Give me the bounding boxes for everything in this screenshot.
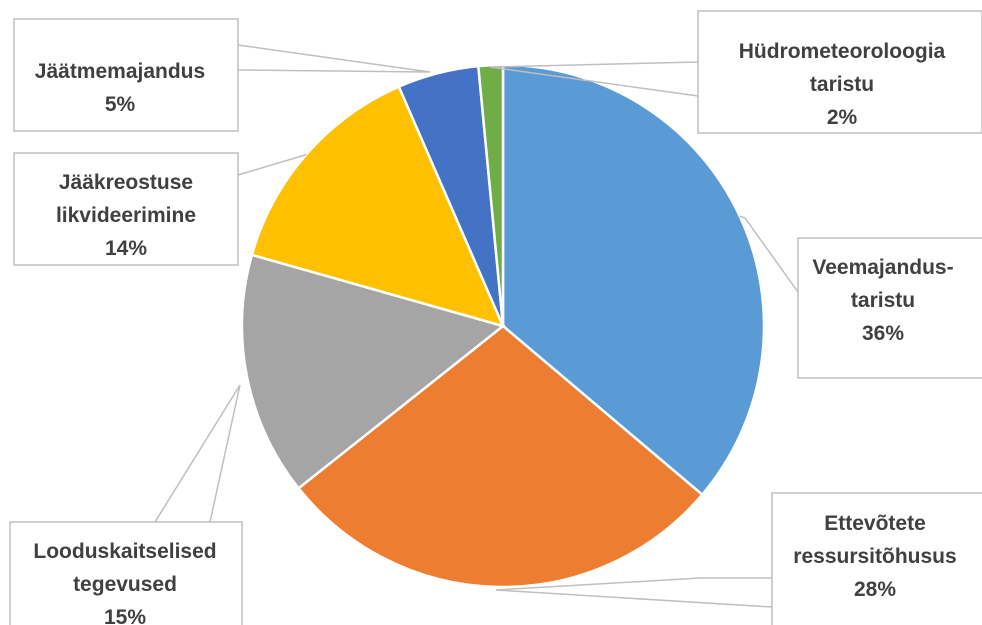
data-label-value: 36% xyxy=(862,322,904,345)
data-label-jaakreostuse-likvideerimine: Jääkreostuse likvideerimine 14% xyxy=(56,171,196,260)
leader-line-veemajandus-taristu xyxy=(739,215,799,293)
data-label-value: 5% xyxy=(105,93,136,116)
data-label-jaatmemajandus: Jäätmemajandus 5% xyxy=(35,60,205,116)
data-label-value: 2% xyxy=(827,106,858,129)
data-label-ettevotete-ressursitohusus: Ettevõtete ressursitõhusus 28% xyxy=(793,512,956,601)
data-label-category: taristu xyxy=(851,289,915,312)
data-label-value: 14% xyxy=(105,237,147,260)
callout-box-jaakreostuse-likvideerimine xyxy=(13,152,239,266)
callout-box-ettevotete-ressursitohusus xyxy=(771,492,982,625)
callout-box-veemajandus-taristu xyxy=(797,237,982,379)
leader-line-ettevotete-ressursitohusus xyxy=(495,577,773,608)
slices-layer xyxy=(240,63,766,589)
data-label-category: Jäätmemajandus xyxy=(35,60,205,83)
data-label-veemajandus-taristu: Veemajandus-taristu 36% xyxy=(812,256,953,345)
data-label-category: Ettevõtete xyxy=(824,512,926,535)
leader-line-jaatmemajandus xyxy=(237,44,431,73)
data-label-value: 28% xyxy=(854,578,896,601)
data-label-category: ressursitõhusus xyxy=(793,545,956,568)
callout-box-jaatmemajandus xyxy=(13,18,239,132)
data-label-value: 15% xyxy=(104,606,146,625)
labels-layer: Veemajandus-taristu 36% Ettevõtete ressursi… xyxy=(9,10,982,625)
callout-box-hudrometeoroloogia-taristu xyxy=(697,10,982,134)
data-label-category: Jääkreostuse xyxy=(59,171,193,194)
pie-slice-veemajandus-taristu xyxy=(501,63,766,497)
leader-line-looduskaitselised-tegevused xyxy=(154,384,241,523)
data-label-category: Veemajandus- xyxy=(812,256,953,279)
data-label-category: Looduskaitselised xyxy=(33,540,216,563)
leader-line-jaakreostuse-likvideerimine xyxy=(237,153,307,176)
leader-line-hudrometeoroloogia-taristu xyxy=(489,61,699,97)
data-label-category: taristu xyxy=(810,73,874,96)
data-label-category: likvideerimine xyxy=(56,204,196,227)
data-label-category: tegevused xyxy=(73,573,177,596)
data-label-looduskaitselised-tegevused: Looduskaitselised tegevused 15% xyxy=(33,540,216,625)
pie-slice-looduskaitselised-tegevused xyxy=(240,253,506,491)
data-label-category: Hüdrometeoroloogia xyxy=(739,40,946,63)
leaders-layer xyxy=(154,44,799,608)
data-label-hudrometeoroloogia-taristu: Hüdrometeoroloogia taristu 2% xyxy=(739,40,946,129)
callout-box-looduskaitselised-tegevused xyxy=(9,521,243,625)
pie-slice-hudrometeoroloogia-taristu xyxy=(476,63,505,327)
pie-slice-ettevotete-ressursitohusus xyxy=(296,324,704,589)
